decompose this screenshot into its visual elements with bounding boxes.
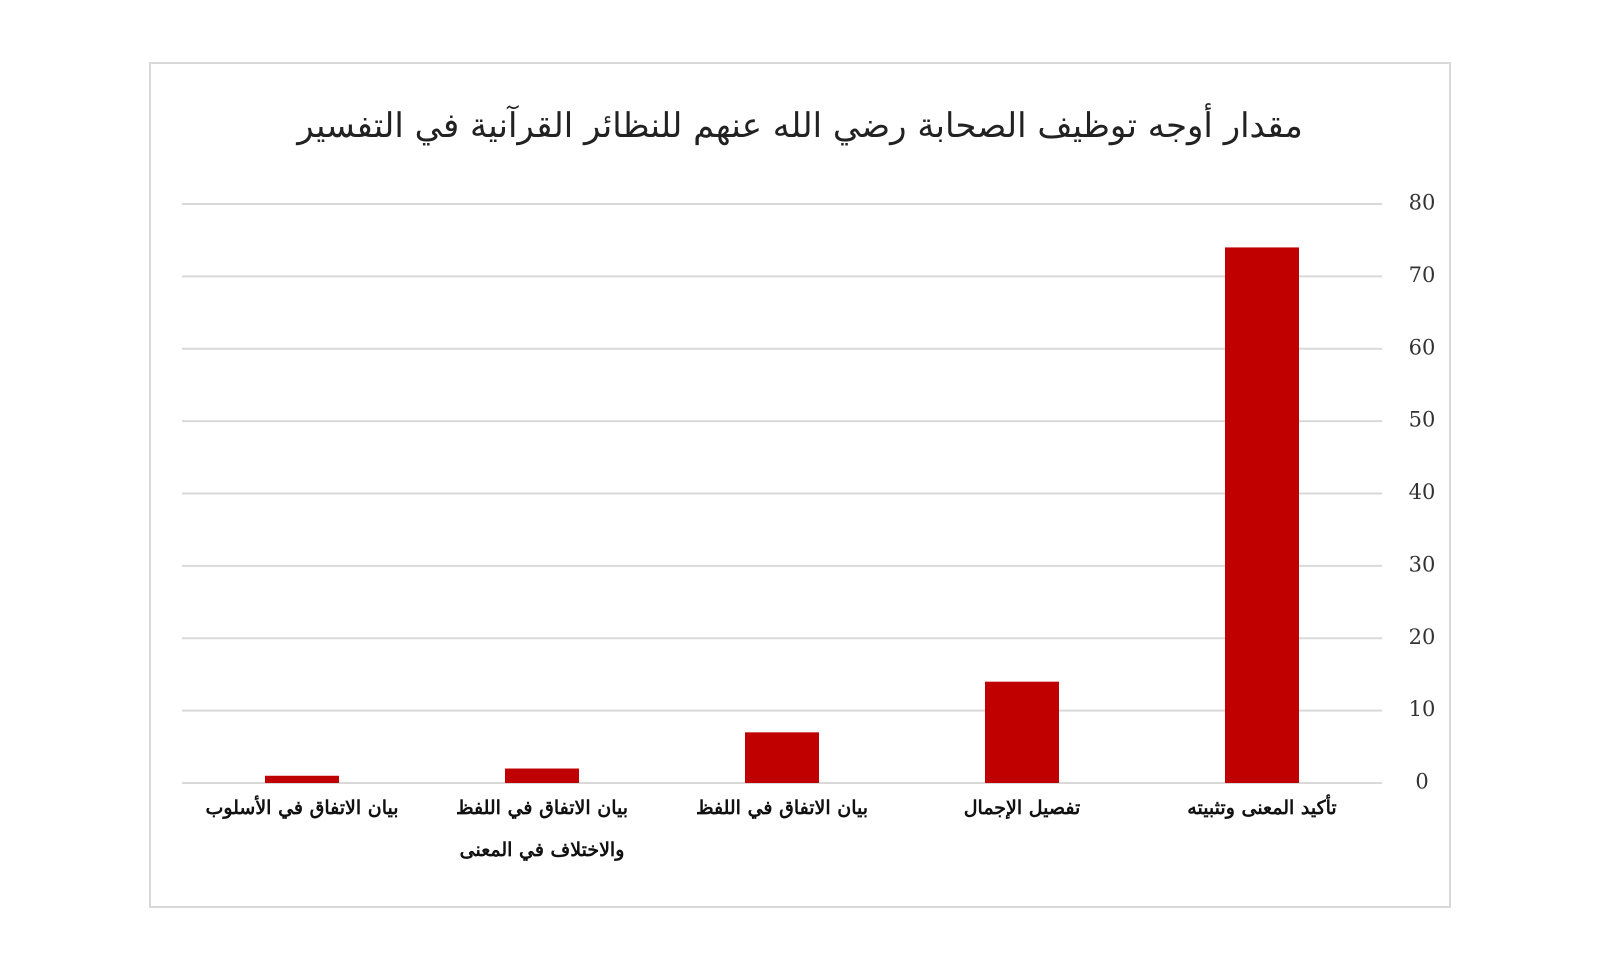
chart-title: مقدار أوجه توظيف الصحابة رضي الله عنهم ل… [295, 103, 1303, 146]
y-tick-label: 70 [1409, 263, 1436, 287]
x-tick-label: بيان الاتفاق في اللفظ [695, 797, 869, 819]
x-tick-label: بيان الاتفاق في الأسلوب [205, 797, 399, 819]
x-tick-label: تأكيد المعنى وتثبيته [1187, 797, 1337, 819]
bar [505, 768, 579, 783]
bar [265, 775, 339, 783]
y-tick-label: 30 [1409, 552, 1436, 576]
bar [745, 732, 819, 783]
y-tick-label: 60 [1409, 335, 1436, 359]
y-tick-label: 40 [1409, 480, 1436, 504]
x-tick-label: بيان الاتفاق في اللفظ والاختلاف في المعن… [455, 797, 629, 861]
y-tick-label: 80 [1409, 191, 1436, 215]
x-tick-label: تفصيل الإجمال [963, 797, 1081, 819]
y-tick-label: 50 [1409, 408, 1436, 432]
bar [985, 681, 1059, 783]
y-tick-label: 0 [1415, 770, 1428, 794]
bar [1225, 247, 1299, 784]
y-tick-label: 10 [1409, 697, 1436, 721]
y-tick-label: 20 [1409, 625, 1436, 649]
